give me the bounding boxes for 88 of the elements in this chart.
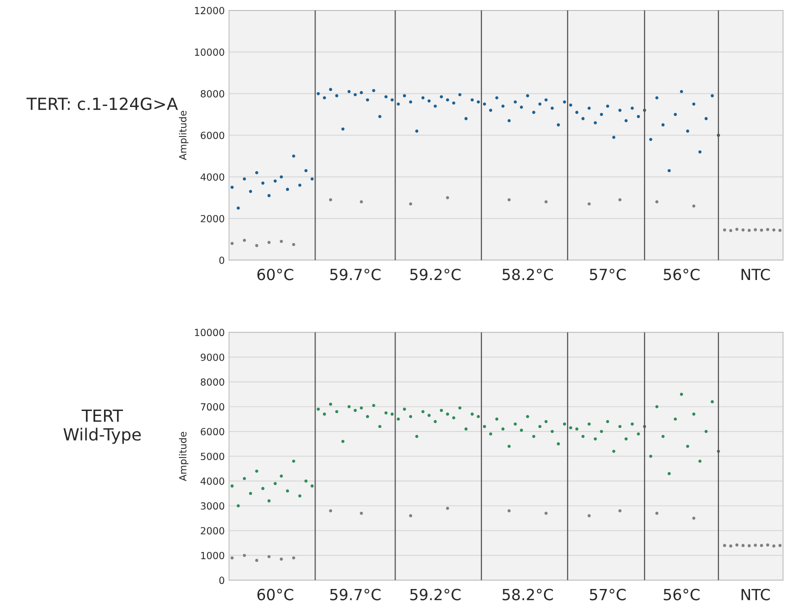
point — [446, 506, 450, 510]
point — [508, 198, 511, 202]
point — [754, 544, 757, 547]
point — [760, 544, 764, 548]
point — [729, 229, 732, 232]
x-tick-label: 59.7°C — [330, 588, 381, 600]
text: TERT: c.1-124G>A — [26, 98, 178, 110]
point — [255, 244, 258, 248]
x-tick-label: NTC — [742, 588, 770, 600]
x-tick-label: 60°C — [257, 588, 294, 600]
point — [778, 544, 782, 548]
point — [723, 544, 726, 548]
x-tick-label: 58.2°C — [502, 588, 553, 600]
y-axis-title: Amplitude — [178, 110, 188, 160]
point — [692, 516, 696, 520]
y-tick-label: 1000 — [201, 552, 224, 560]
point — [292, 556, 296, 560]
point — [735, 228, 738, 231]
point — [729, 544, 732, 548]
point — [292, 242, 296, 246]
text: TERT Wild-Type — [64, 410, 141, 444]
point — [329, 198, 332, 202]
x-tick-label: 56°C — [664, 268, 700, 280]
point — [766, 543, 770, 547]
y-tick-label: 10000 — [194, 328, 224, 336]
point — [748, 544, 751, 548]
x-tick-label: 56°C — [664, 588, 700, 600]
x-tick-label: 57°C — [590, 268, 626, 280]
y-tick-label: 6000 — [200, 132, 224, 140]
y-tick-label: 2000 — [200, 527, 224, 534]
y-tick-label: 12000 — [194, 6, 224, 14]
point — [588, 202, 591, 206]
y-tick-label: 4000 — [200, 478, 224, 485]
y-tick-label: 2000 — [200, 214, 224, 222]
x-tick-label: 57°C — [590, 588, 626, 600]
x-tick-label: NTC — [742, 268, 770, 280]
x-tick-label: 60°C — [257, 268, 294, 280]
point — [329, 509, 332, 512]
y-axis-title: Amplitude — [178, 432, 188, 482]
x-tick-label: 59.2°C — [410, 588, 461, 600]
point — [360, 512, 363, 515]
point — [446, 196, 450, 200]
point — [778, 228, 782, 232]
point — [588, 514, 591, 518]
point — [544, 200, 548, 204]
point — [409, 202, 412, 206]
y-tick-label: 10000 — [194, 48, 224, 56]
point — [508, 509, 511, 512]
point — [735, 543, 738, 547]
point — [409, 514, 412, 518]
y-tick-label: 7000 — [200, 403, 224, 411]
point — [741, 544, 745, 548]
point — [692, 204, 696, 208]
x-tick-label: 58.2°C — [502, 268, 553, 280]
point — [242, 554, 246, 557]
point — [655, 512, 658, 515]
point — [544, 512, 548, 515]
point — [230, 242, 234, 246]
y-tick-label: 9000 — [200, 354, 224, 361]
y-tick-label: 8000 — [200, 378, 224, 386]
x-tick-label: 59.7°C — [330, 268, 381, 280]
point — [766, 228, 770, 232]
y-tick-label: 0 — [219, 256, 224, 264]
point — [360, 200, 363, 204]
y-tick-label: 5000 — [200, 452, 224, 460]
y-tick-label: 0 — [219, 576, 224, 584]
point — [255, 558, 258, 562]
point — [230, 556, 234, 560]
y-tick-label: 3000 — [200, 502, 224, 510]
point — [267, 240, 271, 244]
point — [748, 228, 751, 232]
point — [618, 509, 622, 512]
point — [772, 544, 776, 548]
y-tick-label: 8000 — [200, 90, 224, 98]
point — [618, 198, 622, 202]
point — [741, 228, 745, 232]
point — [723, 228, 726, 232]
point — [754, 228, 757, 232]
y-tick-label: 4000 — [200, 173, 224, 181]
y-tick-label: 6000 — [200, 428, 224, 436]
point — [242, 238, 246, 242]
point — [772, 228, 776, 232]
point — [760, 228, 764, 232]
x-tick-label: 59.2°C — [410, 268, 461, 280]
point — [280, 558, 283, 561]
point — [655, 200, 658, 204]
point — [267, 555, 271, 558]
point — [280, 240, 283, 243]
